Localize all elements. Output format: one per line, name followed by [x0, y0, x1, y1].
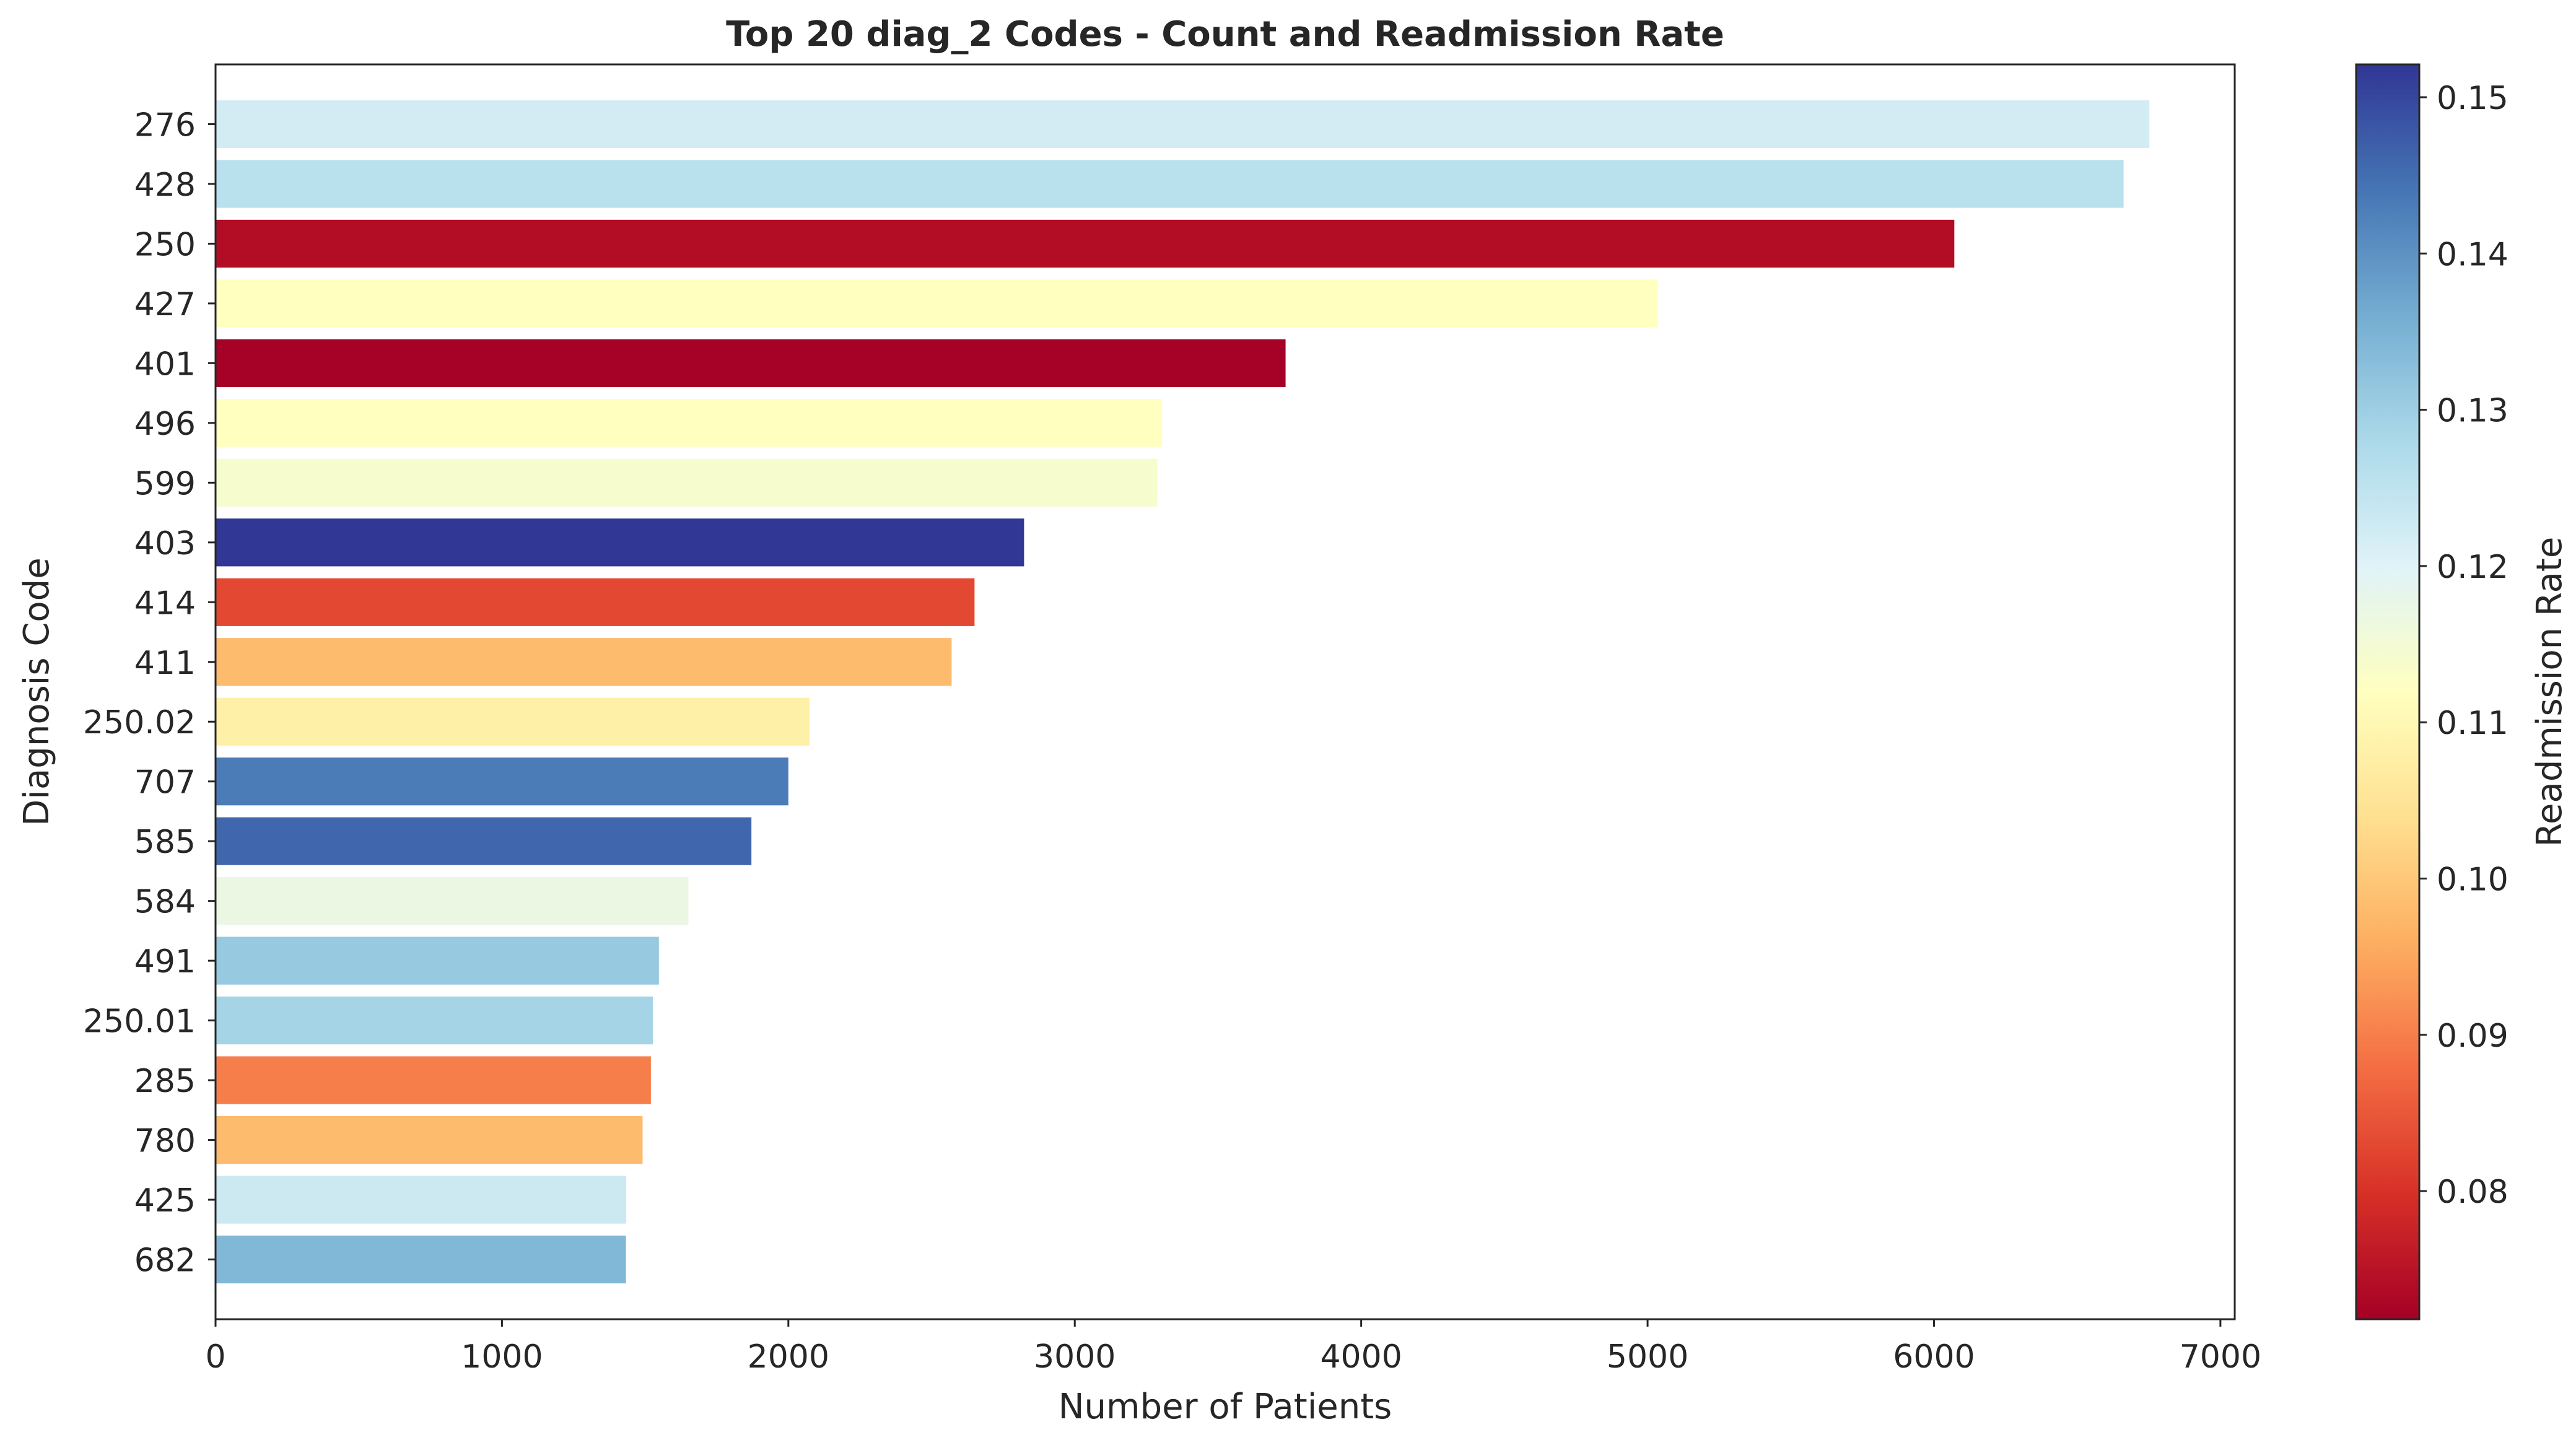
y-axis-label: Diagnosis Code: [17, 557, 57, 826]
bar-584: [216, 877, 689, 925]
y-tick-label: 496: [134, 406, 196, 443]
x-axis-label: Number of Patients: [1059, 1387, 1392, 1427]
bar-599: [216, 458, 1158, 507]
bar-707: [216, 757, 788, 806]
colorbar-frame: [2355, 63, 2421, 1320]
bar-401: [216, 339, 1286, 387]
y-axis-ticks: 276 428 250 427 401 496 599 403 414 411 250.02 707 5…: [83, 107, 216, 1280]
bar-250.01: [216, 997, 653, 1045]
colorbar-tick-label: 0.08: [2437, 1174, 2508, 1211]
x-axis-ticks: 0 1000 2000 3000 4000 5000 6000 7000: [205, 1319, 2261, 1376]
bar-411: [216, 638, 952, 686]
colorbar-tick-label: 0.14: [2437, 236, 2508, 273]
x-tick-label: 5000: [1607, 1338, 1688, 1376]
bar-250: [216, 219, 1955, 268]
y-tick-label: 411: [134, 645, 196, 682]
bar-585: [216, 817, 752, 865]
y-tick-label: 250.01: [83, 1003, 196, 1041]
colorbar-tick-label: 0.13: [2437, 393, 2508, 430]
y-tick-label: 599: [134, 465, 196, 502]
y-tick-label: 414: [134, 585, 196, 622]
colorbar-tick-label: 0.12: [2437, 549, 2508, 586]
y-tick-label: 780: [134, 1123, 196, 1160]
x-tick-label: 2000: [748, 1338, 829, 1376]
bars-group: [216, 100, 2150, 1284]
bar-682: [216, 1235, 626, 1284]
chart-title: Top 20 diag_2 Codes - Count and Readmiss…: [726, 14, 1724, 55]
x-tick-label: 4000: [1320, 1338, 1402, 1376]
y-tick-label: 276: [134, 107, 196, 144]
bar-780: [216, 1115, 643, 1164]
y-tick-label: 585: [134, 824, 196, 861]
y-tick-label: 707: [134, 764, 196, 801]
colorbar-label: Readmission Rate: [2530, 537, 2570, 847]
y-tick-label: 491: [134, 943, 196, 980]
y-tick-label: 428: [134, 167, 196, 204]
bar-403: [216, 518, 1024, 567]
x-tick-label: 1000: [461, 1338, 543, 1376]
bar-285: [216, 1056, 651, 1104]
y-tick-label: 401: [134, 346, 196, 383]
bar-427: [216, 279, 1658, 328]
y-tick-label: 584: [134, 884, 196, 921]
colorbar: [2356, 64, 2419, 1319]
bar-428: [216, 160, 2124, 208]
x-tick-label: 6000: [1893, 1338, 1975, 1376]
y-tick-label: 250.02: [83, 704, 196, 741]
colorbar-tick-label: 0.11: [2437, 705, 2508, 742]
y-tick-label: 285: [134, 1063, 196, 1100]
bar-425: [216, 1176, 627, 1224]
colorbar-tick-label: 0.09: [2437, 1018, 2508, 1055]
bar-250.02: [216, 697, 810, 746]
x-tick-label: 7000: [2180, 1338, 2261, 1376]
y-tick-label: 425: [134, 1182, 196, 1220]
y-tick-label: 427: [134, 286, 196, 323]
y-tick-label: 250: [134, 226, 196, 263]
y-tick-label: 403: [134, 525, 196, 562]
x-tick-label: 3000: [1034, 1338, 1116, 1376]
x-tick-label: 0: [205, 1338, 225, 1376]
colorbar-tick-label: 0.10: [2437, 862, 2508, 899]
bar-414: [216, 578, 975, 626]
bar-491: [216, 936, 659, 985]
plot-frame: [214, 63, 2236, 1320]
bar-496: [216, 399, 1163, 447]
colorbar-tick-label: 0.15: [2437, 80, 2508, 117]
plot-area: [216, 64, 2235, 1319]
colorbar-ticks: 0.08 0.09 0.10 0.11 0.12 0.13 0.14 0.15: [2419, 80, 2508, 1211]
y-tick-label: 682: [134, 1242, 196, 1280]
bar-276: [216, 100, 2150, 149]
